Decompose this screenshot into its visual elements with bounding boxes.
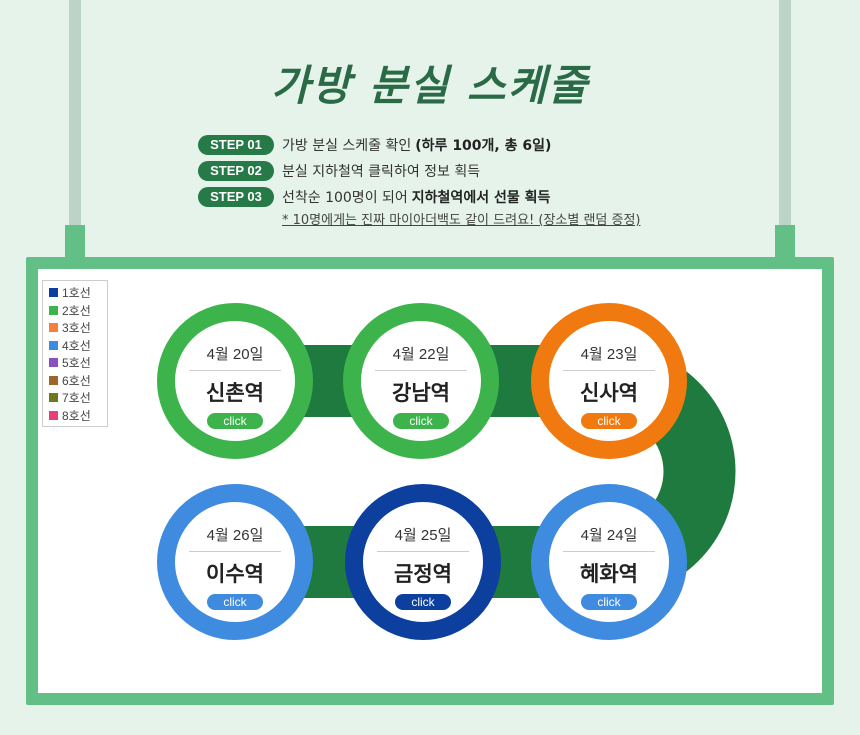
- divider: [189, 370, 281, 371]
- legend-swatch: [49, 323, 58, 333]
- station-name: 금정역: [394, 562, 452, 586]
- legend-item: 6호선: [49, 372, 107, 390]
- station-name: 혜화역: [580, 562, 638, 586]
- legend-swatch: [49, 410, 58, 420]
- legend-label: 3호선: [62, 321, 91, 336]
- station-click-button[interactable]: click: [393, 413, 449, 429]
- station-date: 4월 26일: [206, 527, 264, 544]
- legend-swatch: [49, 288, 58, 298]
- divider: [377, 551, 469, 552]
- step-1-bold: (하루 100개, 총 6일): [415, 138, 552, 154]
- legend-label: 5호선: [62, 356, 91, 371]
- divider: [189, 551, 281, 552]
- legend-swatch: [49, 340, 58, 350]
- step-2: STEP 02 분실 지하철역 클릭하여 정보 획득: [198, 158, 641, 184]
- page-title: 가방 분실 스케줄: [271, 61, 589, 110]
- step-3: STEP 03 선착순 100명이 되어 지하철역에서 선물 획득: [198, 184, 641, 210]
- hanger-right: [779, 0, 791, 230]
- step-3-text: 선착순 100명이 되어: [282, 190, 408, 206]
- steps-list: STEP 01 가방 분실 스케줄 확인 (하루 100개, 총 6일) STE…: [198, 132, 641, 232]
- legend-item: 3호선: [49, 319, 107, 337]
- station-sinchon[interactable]: 4월 20일 신촌역 click: [157, 303, 313, 459]
- legend-label: 6호선: [62, 373, 91, 388]
- station-date: 4월 20일: [206, 346, 264, 363]
- station-name: 신촌역: [206, 381, 264, 405]
- gift-note: * 10명에게는 진짜 마이아더백도 같이 드려요! (장소별 랜덤 증정): [282, 213, 641, 228]
- station-date: 4월 23일: [580, 346, 638, 363]
- legend-item: 2호선: [49, 302, 107, 320]
- step-3-bold: 지하철역에서 선물 획득: [411, 190, 551, 206]
- divider: [375, 370, 467, 371]
- legend-label: 2호선: [62, 303, 91, 318]
- hanger-left: [69, 0, 81, 230]
- step-2-badge: STEP 02: [198, 161, 274, 181]
- divider: [563, 551, 655, 552]
- station-geumjeong[interactable]: 4월 25일 금정역 click: [345, 484, 501, 640]
- legend-item: 1호선: [49, 284, 107, 302]
- line-legend: 1호선 2호선 3호선 4호선 5호선 6호선 7호선 8호선: [42, 280, 108, 427]
- station-gangnam[interactable]: 4월 22일 강남역 click: [343, 303, 499, 459]
- legend-label: 4호선: [62, 338, 91, 353]
- station-click-button[interactable]: click: [581, 594, 637, 610]
- legend-swatch: [49, 375, 58, 385]
- legend-label: 7호선: [62, 391, 91, 406]
- legend-label: 1호선: [62, 286, 91, 301]
- step-1: STEP 01 가방 분실 스케줄 확인 (하루 100개, 총 6일): [198, 132, 641, 158]
- board-tab-left: [65, 225, 85, 261]
- station-name: 신사역: [580, 381, 638, 405]
- station-date: 4월 22일: [392, 346, 450, 363]
- station-click-button[interactable]: click: [581, 413, 637, 429]
- station-sinsa[interactable]: 4월 23일 신사역 click: [531, 303, 687, 459]
- legend-label: 8호선: [62, 408, 91, 423]
- station-date: 4월 24일: [580, 527, 638, 544]
- board-tab-right: [775, 225, 795, 261]
- legend-item: 5호선: [49, 354, 107, 372]
- legend-swatch: [49, 305, 58, 315]
- legend-swatch: [49, 358, 58, 368]
- legend-item: 4호선: [49, 337, 107, 355]
- divider: [563, 370, 655, 371]
- step-2-text: 분실 지하철역 클릭하여 정보 획득: [282, 164, 481, 180]
- station-click-button[interactable]: click: [395, 594, 451, 610]
- station-click-button[interactable]: click: [207, 413, 263, 429]
- station-hyehwa[interactable]: 4월 24일 혜화역 click: [531, 484, 687, 640]
- station-date: 4월 25일: [394, 527, 452, 544]
- step-3-badge: STEP 03: [198, 187, 274, 207]
- legend-item: 8호선: [49, 407, 107, 425]
- station-name: 강남역: [392, 381, 450, 405]
- step-1-text: 가방 분실 스케줄 확인: [282, 138, 412, 154]
- legend-swatch: [49, 393, 58, 403]
- step-1-badge: STEP 01: [198, 135, 274, 155]
- station-name: 이수역: [206, 562, 264, 586]
- station-isu[interactable]: 4월 26일 이수역 click: [157, 484, 313, 640]
- station-click-button[interactable]: click: [207, 594, 263, 610]
- legend-item: 7호선: [49, 389, 107, 407]
